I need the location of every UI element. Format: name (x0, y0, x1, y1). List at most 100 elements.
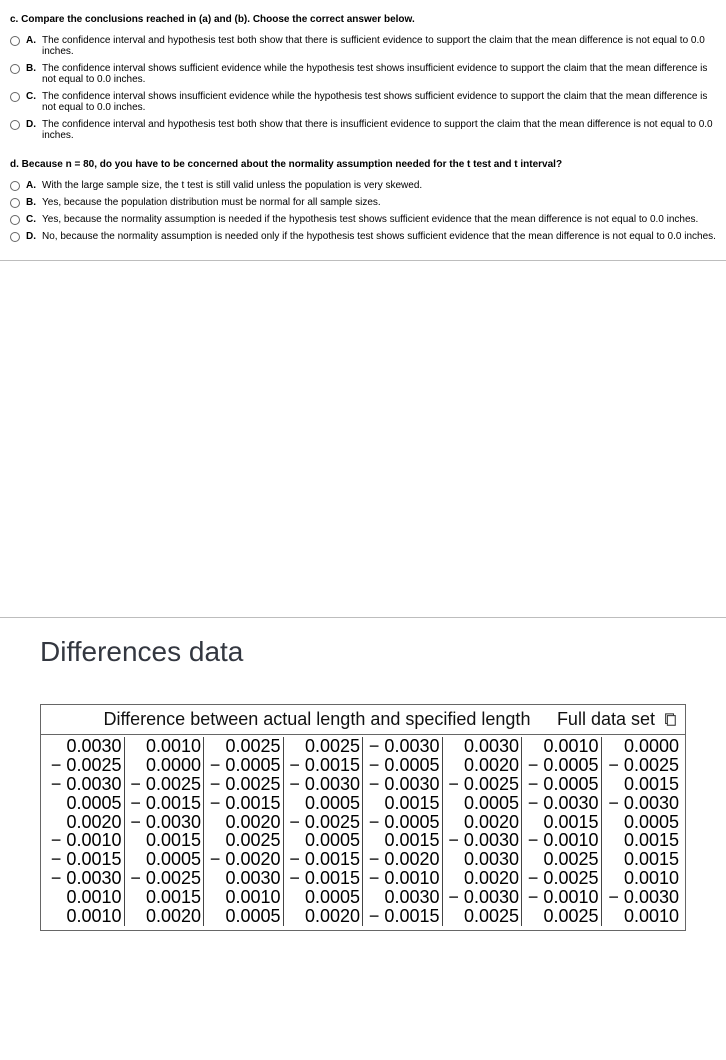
data-cell: − 0.0030 (363, 775, 443, 794)
data-cell: − 0.0010 (522, 831, 602, 850)
data-cell: 0.0010 (204, 888, 284, 907)
radio-icon[interactable] (10, 198, 20, 208)
data-cell: 0.0010 (522, 737, 602, 756)
option-text: The confidence interval shows sufficient… (42, 63, 716, 85)
radio-icon[interactable] (10, 64, 20, 74)
option-d-a[interactable]: A. With the large sample size, the t tes… (10, 180, 716, 191)
radio-icon[interactable] (10, 36, 20, 46)
data-cell: 0.0005 (284, 831, 364, 850)
data-cell: − 0.0030 (45, 775, 125, 794)
data-cell: − 0.0025 (522, 869, 602, 888)
data-cell: − 0.0030 (443, 831, 523, 850)
data-grid: 0.00300.00100.00250.0025− 0.00300.00300.… (41, 735, 685, 930)
data-cell: − 0.0030 (602, 888, 682, 907)
option-letter: B. (26, 63, 36, 74)
data-cell: − 0.0015 (284, 756, 364, 775)
divider (0, 617, 726, 618)
data-cell: 0.0000 (602, 737, 682, 756)
radio-icon[interactable] (10, 215, 20, 225)
data-cell: 0.0020 (125, 907, 205, 926)
data-cell: − 0.0015 (45, 850, 125, 869)
data-cell: 0.0015 (602, 850, 682, 869)
data-cell: 0.0030 (443, 737, 523, 756)
data-cell: 0.0025 (443, 907, 523, 926)
option-letter: D. (26, 231, 36, 242)
data-cell: − 0.0025 (125, 869, 205, 888)
data-cell: 0.0020 (443, 813, 523, 832)
option-letter: A. (26, 180, 36, 191)
option-text: The confidence interval shows insufficie… (42, 91, 716, 113)
radio-icon[interactable] (10, 120, 20, 130)
data-cell: 0.0025 (284, 737, 364, 756)
option-text: The confidence interval and hypothesis t… (42, 119, 716, 141)
data-cell: 0.0020 (443, 869, 523, 888)
option-d-d[interactable]: D. No, because the normality assumption … (10, 231, 716, 242)
option-letter: D. (26, 119, 36, 130)
option-c-d[interactable]: D. The confidence interval and hypothesi… (10, 119, 716, 141)
radio-icon[interactable] (10, 232, 20, 242)
data-cell: 0.0005 (284, 888, 364, 907)
data-cell: 0.0005 (125, 850, 205, 869)
data-cell: − 0.0015 (125, 794, 205, 813)
data-cell: 0.0010 (602, 869, 682, 888)
data-cell: 0.0020 (443, 756, 523, 775)
data-cell: 0.0010 (45, 888, 125, 907)
data-cell: 0.0015 (363, 831, 443, 850)
data-cell: 0.0030 (443, 850, 523, 869)
option-text: The confidence interval and hypothesis t… (42, 35, 716, 57)
data-cell: − 0.0030 (363, 737, 443, 756)
data-cell: − 0.0030 (443, 888, 523, 907)
data-cell: − 0.0020 (363, 850, 443, 869)
option-c-b[interactable]: B. The confidence interval shows suffici… (10, 63, 716, 85)
data-cell: 0.0010 (602, 907, 682, 926)
option-letter: A. (26, 35, 36, 46)
data-cell: 0.0010 (125, 737, 205, 756)
data-cell: − 0.0025 (284, 813, 364, 832)
data-cell: − 0.0015 (204, 794, 284, 813)
data-cell: − 0.0030 (522, 794, 602, 813)
full-data-set-label: Full data set (557, 709, 655, 730)
spacer (10, 279, 716, 599)
data-cell: − 0.0005 (522, 756, 602, 775)
data-cell: 0.0015 (363, 794, 443, 813)
data-cell: − 0.0020 (204, 850, 284, 869)
radio-icon[interactable] (10, 92, 20, 102)
option-text: With the large sample size, the t test i… (42, 180, 716, 191)
data-cell: 0.0020 (284, 907, 364, 926)
data-cell: − 0.0005 (363, 813, 443, 832)
option-c-a[interactable]: A. The confidence interval and hypothesi… (10, 35, 716, 57)
data-cell: − 0.0030 (125, 813, 205, 832)
option-d-b[interactable]: B. Yes, because the population distribut… (10, 197, 716, 208)
data-cell: 0.0025 (204, 831, 284, 850)
option-letter: B. (26, 197, 36, 208)
table-header: Difference between actual length and spe… (41, 705, 685, 735)
question-c-options: A. The confidence interval and hypothesi… (10, 35, 716, 141)
option-text: No, because the normality assumption is … (42, 231, 716, 242)
data-cell: − 0.0005 (522, 775, 602, 794)
table-header-right: Full data set (557, 709, 679, 730)
data-cell: 0.0005 (204, 907, 284, 926)
option-text: Yes, because the normality assumption is… (42, 214, 716, 225)
data-cell: 0.0015 (125, 831, 205, 850)
divider (0, 260, 726, 261)
option-letter: C. (26, 214, 36, 225)
data-cell: 0.0030 (204, 869, 284, 888)
differences-block: Differences data Difference between actu… (10, 636, 716, 931)
data-cell: 0.0000 (125, 756, 205, 775)
data-cell: − 0.0005 (204, 756, 284, 775)
data-cell: − 0.0030 (602, 794, 682, 813)
data-cell: 0.0015 (602, 775, 682, 794)
data-cell: 0.0005 (602, 813, 682, 832)
data-cell: 0.0025 (522, 907, 602, 926)
data-cell: 0.0025 (204, 737, 284, 756)
data-cell: − 0.0025 (125, 775, 205, 794)
question-c-stem: c. Compare the conclusions reached in (a… (10, 14, 716, 25)
data-cell: 0.0015 (602, 831, 682, 850)
differences-table: Difference between actual length and spe… (40, 704, 686, 931)
option-d-c[interactable]: C. Yes, because the normality assumption… (10, 214, 716, 225)
radio-icon[interactable] (10, 181, 20, 191)
option-c-c[interactable]: C. The confidence interval shows insuffi… (10, 91, 716, 113)
data-cell: 0.0025 (522, 850, 602, 869)
copy-icon[interactable] (663, 713, 677, 727)
data-cell: − 0.0010 (45, 831, 125, 850)
